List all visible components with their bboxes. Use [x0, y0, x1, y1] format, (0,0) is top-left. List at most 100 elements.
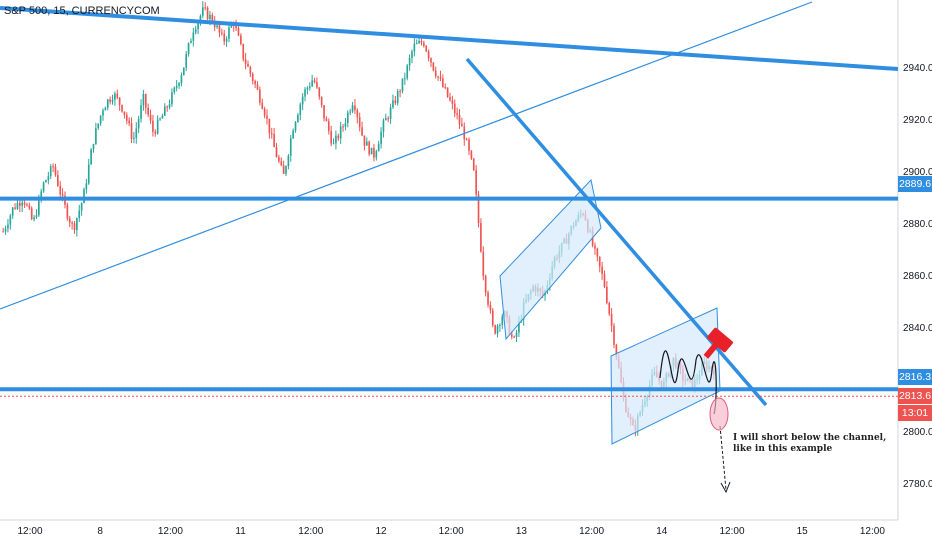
- candle-body: [337, 135, 340, 139]
- candles-group: [2, 1, 715, 437]
- candle-body: [152, 120, 154, 132]
- candle-body: [456, 113, 458, 115]
- candle-body: [23, 202, 26, 205]
- candle-body: [109, 99, 111, 102]
- candle-body: [465, 139, 468, 141]
- y-tick-label: 2780.0: [903, 479, 932, 490]
- candle-body: [446, 87, 449, 97]
- x-tick-label: 12:00: [579, 526, 604, 537]
- candle-body: [192, 32, 195, 41]
- y-tick-label: 2800.0: [903, 427, 932, 438]
- candle-body: [149, 114, 152, 121]
- candle-body: [16, 202, 19, 209]
- candle-body: [363, 135, 366, 146]
- candle-body: [399, 91, 401, 93]
- x-tick-label: 12:00: [298, 526, 323, 537]
- candle-body: [249, 66, 252, 74]
- candle-body: [513, 336, 516, 338]
- candle-body: [494, 325, 496, 334]
- candle-body: [254, 81, 256, 85]
- candle-body: [496, 325, 499, 334]
- candle-body: [615, 344, 618, 358]
- candle-body: [292, 130, 294, 139]
- candle-body: [140, 105, 142, 120]
- candle-body: [501, 316, 504, 325]
- candle-body: [52, 166, 54, 168]
- candle-body: [221, 32, 223, 34]
- candle-body: [330, 131, 333, 144]
- x-tick-label: 14: [656, 526, 668, 537]
- candle-body: [240, 35, 242, 44]
- candle-body: [491, 310, 494, 326]
- candle-body: [475, 170, 477, 195]
- candle-body: [133, 137, 135, 139]
- candle-body: [166, 106, 169, 108]
- candle-body: [323, 105, 325, 119]
- candle-body: [123, 111, 126, 115]
- candle-body: [365, 141, 368, 146]
- drop-arrow-shaft: [719, 425, 727, 491]
- consolidation-channel: [610, 307, 721, 445]
- channels-group: [499, 178, 721, 445]
- y-tick-label: 2880.0: [903, 219, 932, 230]
- x-tick-label: 15: [797, 526, 809, 537]
- candle-body: [26, 204, 28, 206]
- candle-body: [173, 87, 176, 93]
- candle-body: [99, 115, 102, 124]
- candle-body: [451, 100, 454, 104]
- candle-body: [453, 103, 456, 114]
- candle-body: [339, 126, 342, 139]
- candle-body: [458, 114, 461, 125]
- price-badge-lower-level: 2816.3: [898, 369, 932, 385]
- candle-body: [121, 104, 123, 112]
- candle-body: [510, 334, 513, 337]
- candle-body: [368, 141, 371, 155]
- candle-body: [344, 123, 347, 127]
- candle-body: [603, 273, 606, 287]
- candle-body: [484, 275, 487, 293]
- candle-body: [425, 46, 428, 52]
- candle-body: [375, 151, 378, 158]
- candle-body: [76, 218, 78, 231]
- candle-body: [171, 92, 173, 105]
- candle-body: [228, 27, 230, 39]
- candle-body: [71, 222, 73, 224]
- candle-body: [178, 83, 180, 86]
- time-axis-labels: 12:00 8 12:00 11 12:00 12 12:00 13 12:00 14 12:00 1…: [17, 526, 885, 537]
- candle-body: [247, 63, 249, 67]
- candle-body: [468, 139, 470, 151]
- candle-body: [130, 123, 133, 139]
- price-badge-last-price: 2813.6: [898, 388, 932, 404]
- candle-body: [415, 43, 418, 45]
- candle-body: [97, 123, 100, 129]
- symbol-title: S&P 500, 15, CURRENCYCOM: [4, 5, 160, 17]
- gavel-icon: [703, 327, 733, 359]
- candle-body: [180, 75, 183, 84]
- rising-channel: [499, 178, 602, 341]
- candle-body: [411, 51, 413, 59]
- candle-body: [420, 40, 423, 43]
- candle-body: [30, 208, 33, 220]
- y-tick-label: 2940.0: [903, 63, 932, 74]
- candle-body: [242, 43, 245, 60]
- candle-body: [38, 197, 40, 216]
- candle-body: [175, 85, 178, 88]
- projected-path: [659, 350, 717, 415]
- candle-body: [85, 183, 88, 190]
- candle-body: [83, 189, 85, 204]
- candle-body: [114, 93, 116, 100]
- candle-body: [268, 118, 271, 134]
- candle-body: [194, 29, 197, 33]
- candle-body: [316, 81, 318, 88]
- candle-body: [235, 25, 237, 29]
- candle-body: [285, 166, 287, 174]
- x-tick-label: 12:00: [719, 526, 744, 537]
- candle-body: [49, 166, 52, 177]
- candle-body: [318, 87, 321, 97]
- candle-body: [161, 115, 164, 119]
- candle-body: [209, 14, 211, 20]
- candle-body: [320, 96, 323, 106]
- candle-body: [358, 117, 361, 128]
